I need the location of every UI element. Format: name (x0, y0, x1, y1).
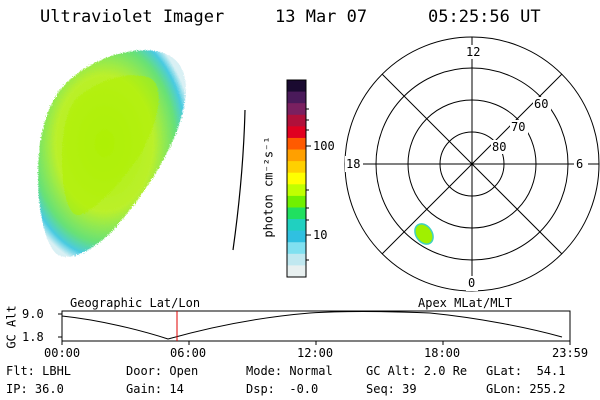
status-glon: GLon: 255.2 (486, 382, 566, 396)
colorbar-segment (287, 207, 306, 220)
status-seq: Seq: 39 (366, 382, 417, 396)
status-mode: Mode: Normal (246, 364, 333, 378)
mlt-label-6: 6 (576, 157, 584, 171)
colorbar-segment (287, 184, 306, 197)
colorbar-segment (287, 103, 306, 116)
time-label: 05:25:56 UT (428, 7, 541, 27)
colorbar-tick-100: 100 (313, 139, 335, 153)
colorbar-segment (287, 172, 306, 185)
colorbar-segment (287, 91, 306, 104)
colorbar-segment (287, 253, 306, 266)
polar-plot (344, 36, 600, 292)
colorbar-tick-10: 10 (313, 228, 328, 242)
colorbar (287, 80, 306, 278)
timeline-xtick-1200: 12:00 (297, 346, 334, 360)
limb-arc (232, 109, 246, 251)
timeline-y-label: GC Alt (4, 305, 19, 349)
status-filter: Flt: LBHL (6, 364, 72, 378)
instrument-title: Ultraviolet Imager (40, 7, 225, 27)
mlt-label-18: 18 (346, 157, 361, 171)
status-gc-alt: GC Alt: 2.0 Re (366, 364, 468, 378)
status-dsp: Dsp: -0.0 (246, 382, 319, 396)
colorbar-frame (286, 79, 307, 278)
status-ip: IP: 36.0 (6, 382, 64, 396)
colorbar-segment (287, 265, 306, 278)
timeline-ytick-1-8: 1.8 (22, 330, 44, 344)
colorbar-segment (287, 126, 306, 139)
status-glat: GLat: 54.1 (486, 364, 566, 378)
colorbar-label: photon cm⁻²s⁻¹ (261, 136, 276, 238)
lat-label-70: 70 (511, 120, 526, 134)
status-door: Door: Open (126, 364, 199, 378)
timeline-xtick-1800: 18:00 (424, 346, 461, 360)
timeline-xtick-0600: 06:00 (170, 346, 207, 360)
colorbar-segment (287, 219, 306, 232)
timeline-ytick-9: 9.0 (22, 307, 44, 321)
colorbar-segment (287, 242, 306, 255)
lat-label-80: 80 (492, 140, 507, 154)
uv-image (38, 50, 186, 257)
colorbar-segment (287, 114, 306, 127)
mlt-label-12: 12 (466, 45, 481, 59)
colorbar-segment (287, 161, 306, 174)
status-gain: Gain: 14 (126, 382, 184, 396)
lat-label-60: 60 (534, 97, 549, 111)
timeline-xtick-2359: 23:59 (552, 346, 589, 360)
colorbar-segment (287, 80, 306, 93)
date-label: 13 Mar 07 (275, 7, 368, 27)
mlt-label-0: 0 (468, 276, 476, 290)
colorbar-segment (287, 195, 306, 208)
colorbar-segment (287, 137, 306, 151)
timeline-frame (61, 310, 571, 342)
colorbar-segment (287, 230, 306, 243)
timeline-right-title: Apex MLat/MLT (418, 296, 512, 310)
polar-aurora-spot (414, 223, 434, 245)
timeline-left-title: Geographic Lat/Lon (70, 296, 201, 310)
timeline-xtick-0000: 00:00 (44, 346, 81, 360)
colorbar-segment (287, 149, 306, 162)
altitude-curve (61, 311, 563, 340)
